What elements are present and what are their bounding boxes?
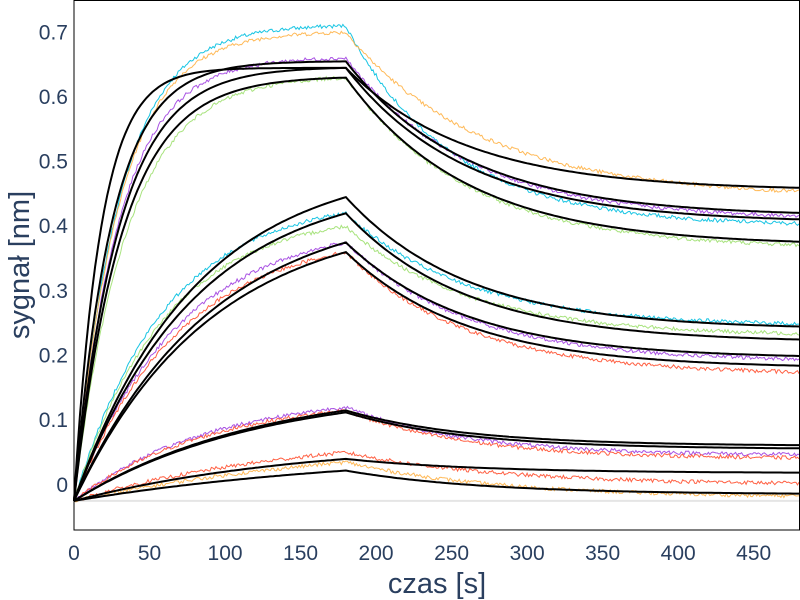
y-tick-label: 0.2 xyxy=(39,344,68,367)
fit-line xyxy=(73,76,800,502)
x-axis-title: czas [s] xyxy=(388,568,486,600)
plot-frame xyxy=(73,0,800,531)
y-tick-label: 0.4 xyxy=(39,215,69,238)
fit-line xyxy=(73,60,800,501)
data-series-line xyxy=(73,241,800,502)
y-tick-label: 0.7 xyxy=(39,21,68,44)
x-tick-label: 300 xyxy=(510,542,545,565)
x-axis-ticks: 0 50 100 150 200 250 300 350 400 450 xyxy=(68,542,771,565)
fit-line xyxy=(73,66,800,502)
x-tick-label: 400 xyxy=(661,542,696,565)
fit-line xyxy=(73,409,799,502)
y-axis-ticks: 0 0.1 0.2 0.3 0.4 0.5 0.6 0.7 xyxy=(39,21,69,496)
data-series-line xyxy=(73,409,800,502)
fit-line xyxy=(73,469,799,502)
fit-line xyxy=(73,195,800,502)
data-series-line xyxy=(73,75,800,501)
fit-curves xyxy=(73,60,800,502)
fit-line xyxy=(73,411,799,502)
x-tick-label: 450 xyxy=(736,542,771,565)
fit-line xyxy=(73,212,800,502)
x-tick-label: 250 xyxy=(434,542,469,565)
y-tick-label: 0.5 xyxy=(39,151,68,174)
y-tick-label: 0 xyxy=(56,474,68,497)
y-tick-label: 0.1 xyxy=(39,409,68,432)
x-tick-label: 200 xyxy=(359,542,394,565)
y-tick-label: 0.3 xyxy=(39,280,68,303)
fit-line xyxy=(73,250,800,502)
y-tick-label: 0.6 xyxy=(39,86,68,109)
data-series-line xyxy=(73,251,800,502)
data-series-line xyxy=(73,405,800,501)
fit-line xyxy=(73,457,799,502)
data-series-line xyxy=(73,23,800,501)
x-tick-label: 350 xyxy=(585,542,620,565)
fit-line xyxy=(73,66,800,501)
x-tick-label: 50 xyxy=(138,542,161,565)
x-tick-label: 100 xyxy=(208,542,243,565)
x-tick-label: 0 xyxy=(68,542,80,565)
y-axis-title: sygnał [nm] xyxy=(4,191,36,339)
data-series-line xyxy=(73,450,800,502)
fit-line xyxy=(73,241,800,502)
x-tick-label: 150 xyxy=(283,542,318,565)
